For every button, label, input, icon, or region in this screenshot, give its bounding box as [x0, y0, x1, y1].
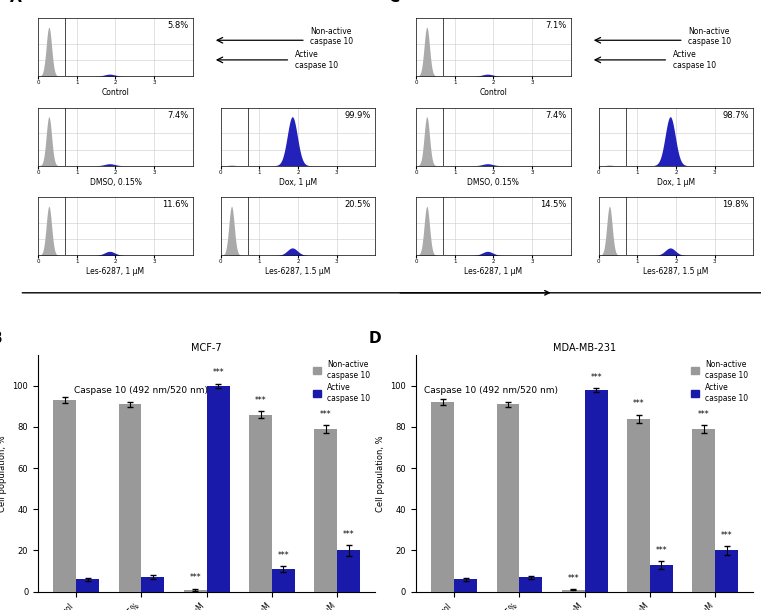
Bar	[627, 418, 650, 592]
Bar	[142, 577, 164, 592]
Bar	[76, 580, 99, 592]
Text: B: B	[0, 331, 2, 346]
Text: ***: ***	[189, 573, 201, 583]
Bar	[497, 404, 520, 592]
Text: 7.4%: 7.4%	[545, 111, 566, 120]
Text: ***: ***	[655, 545, 667, 554]
X-axis label: DMSO, 0.15%: DMSO, 0.15%	[90, 178, 142, 187]
Text: 19.8%: 19.8%	[722, 200, 749, 209]
X-axis label: Les-6287, 1 μM: Les-6287, 1 μM	[87, 267, 145, 276]
X-axis label: Control: Control	[479, 88, 508, 97]
Bar	[337, 550, 360, 592]
Bar	[272, 569, 295, 592]
Text: 7.1%: 7.1%	[545, 21, 566, 30]
Text: A: A	[10, 0, 22, 5]
Text: 99.9%: 99.9%	[345, 111, 371, 120]
Text: ***: ***	[255, 396, 266, 404]
Bar	[207, 386, 230, 592]
Bar	[562, 590, 584, 592]
X-axis label: Les-6287, 1 μM: Les-6287, 1 μM	[464, 267, 522, 276]
Bar	[119, 404, 142, 592]
Bar	[650, 565, 673, 592]
Text: Active
caspase 10: Active caspase 10	[295, 50, 338, 70]
Text: 11.6%: 11.6%	[161, 200, 188, 209]
Bar	[314, 429, 337, 592]
Text: ***: ***	[568, 574, 579, 583]
Text: 98.7%: 98.7%	[722, 111, 749, 120]
Text: C: C	[388, 0, 400, 5]
Legend: Non-active
caspase 10, Active
caspase 10: Non-active caspase 10, Active caspase 10	[310, 357, 373, 406]
Bar	[454, 580, 477, 592]
Text: 7.4%: 7.4%	[167, 111, 188, 120]
X-axis label: DMSO, 0.15%: DMSO, 0.15%	[467, 178, 519, 187]
Text: ***: ***	[632, 400, 645, 408]
Bar	[431, 402, 454, 592]
Text: Caspase 10 (492 nm/520 nm): Caspase 10 (492 nm/520 nm)	[424, 386, 558, 395]
X-axis label: Les-6287, 1.5 μM: Les-6287, 1.5 μM	[643, 267, 708, 276]
Bar	[249, 415, 272, 592]
Text: D: D	[369, 331, 381, 346]
Bar	[184, 590, 207, 592]
Text: ***: ***	[343, 530, 355, 539]
Bar	[715, 550, 738, 592]
Text: ***: ***	[278, 551, 289, 560]
X-axis label: Control: Control	[101, 88, 129, 97]
Text: Active
caspase 10: Active caspase 10	[673, 50, 716, 70]
Text: ***: ***	[320, 410, 332, 418]
Text: ***: ***	[591, 373, 602, 381]
Y-axis label: Cell population, %: Cell population, %	[0, 435, 7, 512]
Title: MCF-7: MCF-7	[192, 343, 222, 353]
Text: Non-active
caspase 10: Non-active caspase 10	[310, 27, 354, 46]
Bar	[520, 577, 543, 592]
Text: 5.8%: 5.8%	[167, 21, 188, 30]
Bar	[53, 400, 76, 592]
Text: 20.5%: 20.5%	[345, 200, 371, 209]
Text: ***: ***	[212, 368, 224, 378]
X-axis label: Les-6287, 1.5 μM: Les-6287, 1.5 μM	[266, 267, 331, 276]
Text: 14.5%: 14.5%	[540, 200, 566, 209]
Text: Caspase 10 (492 nm/520 nm): Caspase 10 (492 nm/520 nm)	[74, 386, 208, 395]
Legend: Non-active
caspase 10, Active
caspase 10: Non-active caspase 10, Active caspase 10	[688, 357, 751, 406]
Y-axis label: Cell population, %: Cell population, %	[376, 435, 385, 512]
Text: ***: ***	[698, 410, 709, 419]
Bar	[584, 390, 607, 592]
Title: MDA-MB-231: MDA-MB-231	[553, 343, 616, 353]
Bar	[693, 429, 715, 592]
Text: ***: ***	[721, 531, 732, 540]
X-axis label: Dox, 1 μM: Dox, 1 μM	[279, 178, 317, 187]
X-axis label: Dox, 1 μM: Dox, 1 μM	[657, 178, 695, 187]
Text: Non-active
caspase 10: Non-active caspase 10	[689, 27, 731, 46]
